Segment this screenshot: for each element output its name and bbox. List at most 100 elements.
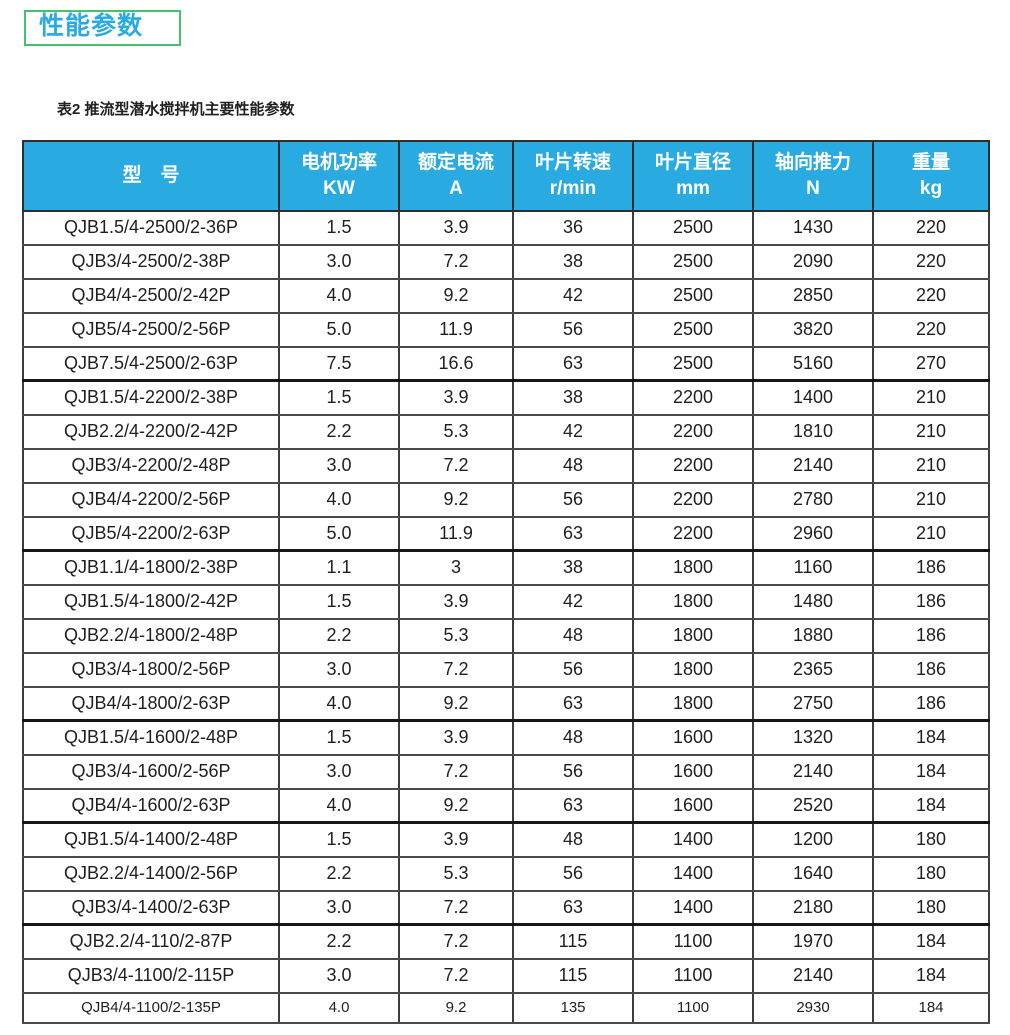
cell-current: 3 — [398, 549, 514, 586]
cell-current: 7.2 — [398, 753, 514, 790]
cell-speed: 63 — [512, 345, 634, 382]
cell-model: QJB1.5/4-2500/2-36P — [22, 209, 280, 246]
column-label: 额定电流 — [417, 151, 494, 173]
cell-diameter: 1800 — [632, 651, 754, 688]
cell-diameter: 2200 — [632, 515, 754, 552]
table-row: QJB1.5/4-2500/2-36P 1.5 3.9 36 2500 1430 220 — [22, 209, 990, 246]
cell-thrust: 2090 — [752, 243, 874, 280]
column-header-power: 电机功率 KW — [278, 139, 400, 212]
cell-power: 1.1 — [278, 549, 400, 586]
cell-power: 3.0 — [278, 651, 400, 688]
table-row: QJB2.2/4-1800/2-48P 2.2 5.3 48 1800 1880 186 — [22, 617, 990, 654]
cell-diameter: 1800 — [632, 617, 754, 654]
cell-weight: 184 — [872, 753, 990, 790]
table-row: QJB4/4-2500/2-42P 4.0 9.2 42 2500 2850 220 — [22, 277, 990, 314]
cell-power: 2.2 — [278, 413, 400, 450]
cell-diameter: 2500 — [632, 243, 754, 280]
cell-thrust: 1970 — [752, 923, 874, 960]
table-row: QJB7.5/4-2500/2-63P 7.5 16.6 63 2500 5160 270 — [22, 345, 990, 382]
cell-weight: 270 — [872, 345, 990, 382]
cell-current: 3.9 — [398, 821, 514, 858]
cell-diameter: 1800 — [632, 549, 754, 586]
cell-current: 7.2 — [398, 889, 514, 926]
column-unit: KW — [323, 177, 355, 199]
cell-diameter: 2500 — [632, 345, 754, 382]
cell-model: QJB3/4-1100/2-115P — [22, 957, 280, 994]
cell-thrust: 2780 — [752, 481, 874, 518]
cell-weight: 220 — [872, 243, 990, 280]
cell-thrust: 2850 — [752, 277, 874, 314]
cell-model: QJB1.5/4-1600/2-48P — [22, 719, 280, 756]
cell-current: 9.2 — [398, 481, 514, 518]
cell-power: 4.0 — [278, 991, 400, 1024]
cell-weight: 184 — [872, 991, 990, 1024]
table-row: QJB1.5/4-2200/2-38P 1.5 3.9 38 2200 1400 210 — [22, 379, 990, 416]
cell-power: 3.0 — [278, 243, 400, 280]
cell-thrust: 3820 — [752, 311, 874, 348]
cell-diameter: 1800 — [632, 685, 754, 722]
cell-thrust: 1200 — [752, 821, 874, 858]
column-header-weight: 重量 kg — [872, 139, 990, 212]
cell-current: 7.2 — [398, 243, 514, 280]
cell-diameter: 1600 — [632, 719, 754, 756]
cell-weight: 186 — [872, 685, 990, 722]
cell-model: QJB1.1/4-1800/2-38P — [22, 549, 280, 586]
table-caption: 表2 推流型潜水搅拌机主要性能参数 — [57, 100, 295, 118]
cell-diameter: 2200 — [632, 447, 754, 484]
cell-speed: 63 — [512, 889, 634, 926]
cell-model: QJB3/4-1600/2-56P — [22, 753, 280, 790]
cell-thrust: 2180 — [752, 889, 874, 926]
table-row: QJB2.2/4-110/2-87P 2.2 7.2 115 1100 1970 184 — [22, 923, 990, 960]
cell-weight: 210 — [872, 413, 990, 450]
cell-current: 7.2 — [398, 923, 514, 960]
cell-model: QJB3/4-1800/2-56P — [22, 651, 280, 688]
table-row: QJB3/4-1100/2-115P 3.0 7.2 115 1100 2140 184 — [22, 957, 990, 994]
cell-current: 7.2 — [398, 957, 514, 994]
cell-current: 7.2 — [398, 447, 514, 484]
table-row: QJB4/4-1100/2-135P 4.0 9.2 135 1100 2930 184 — [22, 991, 990, 1024]
section-title: 性能参数 — [24, 10, 182, 46]
cell-current: 3.9 — [398, 209, 514, 246]
cell-thrust: 1430 — [752, 209, 874, 246]
cell-weight: 184 — [872, 923, 990, 960]
table-row: QJB1.5/4-1800/2-42P 1.5 3.9 42 1800 1480 186 — [22, 583, 990, 620]
cell-model: QJB1.5/4-2200/2-38P — [22, 379, 280, 416]
cell-weight: 180 — [872, 855, 990, 892]
cell-speed: 42 — [512, 277, 634, 314]
cell-speed: 42 — [512, 583, 634, 620]
cell-thrust: 1320 — [752, 719, 874, 756]
cell-diameter: 1600 — [632, 753, 754, 790]
cell-weight: 180 — [872, 821, 990, 858]
cell-model: QJB5/4-2200/2-63P — [22, 515, 280, 552]
table-row: QJB3/4-2500/2-38P 3.0 7.2 38 2500 2090 220 — [22, 243, 990, 280]
cell-model: QJB5/4-2500/2-56P — [22, 311, 280, 348]
cell-weight: 210 — [872, 515, 990, 552]
table-row: QJB2.2/4-2200/2-42P 2.2 5.3 42 2200 1810 210 — [22, 413, 990, 450]
cell-current: 7.2 — [398, 651, 514, 688]
cell-model: QJB7.5/4-2500/2-63P — [22, 345, 280, 382]
cell-speed: 56 — [512, 311, 634, 348]
cell-thrust: 2140 — [752, 447, 874, 484]
cell-current: 5.3 — [398, 617, 514, 654]
cell-weight: 186 — [872, 583, 990, 620]
cell-speed: 48 — [512, 617, 634, 654]
table-body: QJB1.5/4-2500/2-36P 1.5 3.9 36 2500 1430 220 QJ… — [22, 209, 990, 1024]
cell-current: 16.6 — [398, 345, 514, 382]
cell-thrust: 2750 — [752, 685, 874, 722]
cell-diameter: 2500 — [632, 277, 754, 314]
cell-model: QJB3/4-2500/2-38P — [22, 243, 280, 280]
cell-diameter: 2200 — [632, 413, 754, 450]
column-label: 电机功率 — [300, 151, 377, 173]
cell-model: QJB2.2/4-1400/2-56P — [22, 855, 280, 892]
column-label: 重量 — [911, 151, 950, 173]
cell-weight: 220 — [872, 311, 990, 348]
cell-current: 9.2 — [398, 787, 514, 824]
cell-diameter: 1400 — [632, 855, 754, 892]
cell-thrust: 1880 — [752, 617, 874, 654]
cell-current: 5.3 — [398, 413, 514, 450]
cell-thrust: 2930 — [752, 991, 874, 1024]
cell-diameter: 1800 — [632, 583, 754, 620]
cell-thrust: 5160 — [752, 345, 874, 382]
column-unit: kg — [919, 177, 943, 199]
cell-thrust: 1160 — [752, 549, 874, 586]
